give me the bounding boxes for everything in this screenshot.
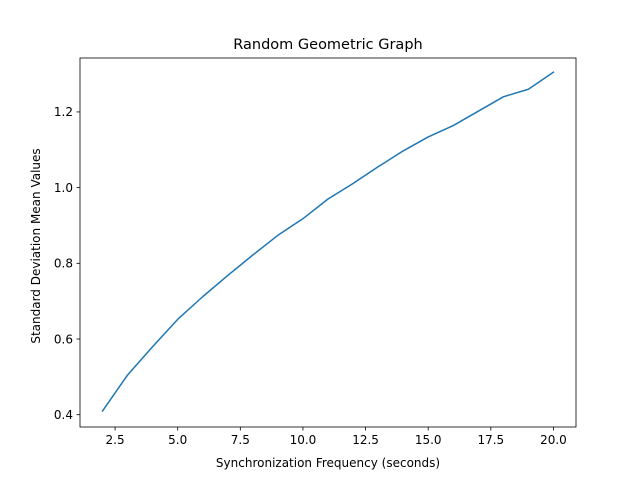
x-tick-label: 15.0 [415, 433, 442, 447]
y-tick-label: 0.6 [54, 332, 73, 346]
x-tick-label: 5.0 [168, 433, 187, 447]
y-tick-label: 0.4 [54, 408, 73, 422]
x-tick-label: 7.5 [231, 433, 250, 447]
x-tick-label: 10.0 [290, 433, 317, 447]
x-tick-label: 17.5 [477, 433, 504, 447]
x-tick-label: 12.5 [352, 433, 379, 447]
y-tick-label: 1.0 [54, 181, 73, 195]
chart-title: Random Geometric Graph [233, 37, 422, 53]
y-axis-label: Standard Deviation Mean Values [29, 148, 43, 343]
x-tick-label: 2.5 [106, 433, 125, 447]
x-axis-label: Synchronization Frequency (seconds) [216, 456, 440, 470]
x-tick-label: 20.0 [540, 433, 567, 447]
y-tick-label: 1.2 [54, 105, 73, 119]
plot-area: 2.5 5.0 7.5 10.0 12.5 15.0 17.5 20.0 0.4 0.6 0.8 1.… [54, 57, 577, 447]
y-tick-label: 0.8 [54, 257, 73, 271]
series-line-0 [101, 71, 555, 412]
axes-frame [79, 57, 577, 428]
